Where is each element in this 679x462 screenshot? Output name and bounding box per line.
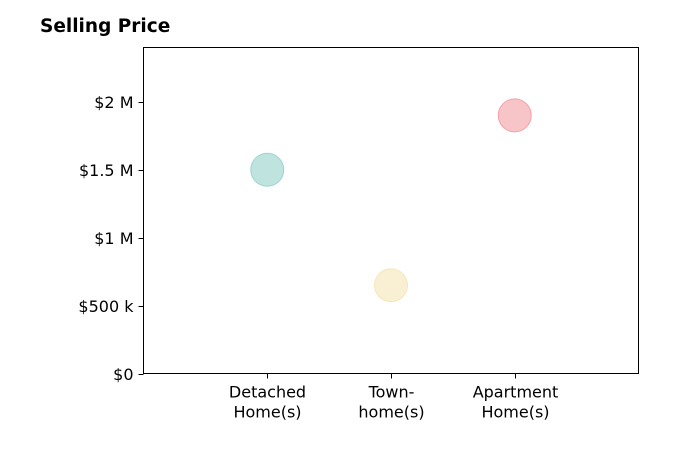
data-point bbox=[250, 152, 285, 187]
data-point bbox=[374, 268, 408, 303]
chart-title: Selling Price bbox=[40, 16, 171, 37]
x-tick-label-line: Town- bbox=[368, 383, 415, 402]
data-points bbox=[250, 98, 532, 303]
y-axis: $0 $500 k $1 M $1.5 M $2 M bbox=[78, 93, 144, 384]
y-tick-label: $500 k bbox=[78, 297, 134, 316]
data-point bbox=[497, 98, 532, 133]
y-tick-label: $1 M bbox=[94, 229, 133, 248]
x-tick-label-line: Home(s) bbox=[233, 403, 301, 422]
x-tick-label-line: home(s) bbox=[358, 403, 424, 422]
x-tick-label-line: Detached bbox=[229, 383, 306, 402]
x-tick-label: Town-home(s) bbox=[358, 383, 424, 422]
plot-frame bbox=[143, 47, 639, 374]
x-tick-label: Detached Home(s) bbox=[229, 383, 306, 422]
x-tick-label: Apartment Home(s) bbox=[473, 383, 559, 422]
y-tick-label: $1.5 M bbox=[79, 161, 134, 180]
x-tick-label-line: Home(s) bbox=[481, 403, 549, 422]
x-axis: Detached Home(s)Town-home(s)Apartment Home… bbox=[229, 373, 559, 422]
y-tick-label: $0 bbox=[113, 365, 133, 384]
x-tick-label-line: Apartment bbox=[473, 383, 559, 402]
y-tick-label: $2 M bbox=[94, 93, 133, 112]
